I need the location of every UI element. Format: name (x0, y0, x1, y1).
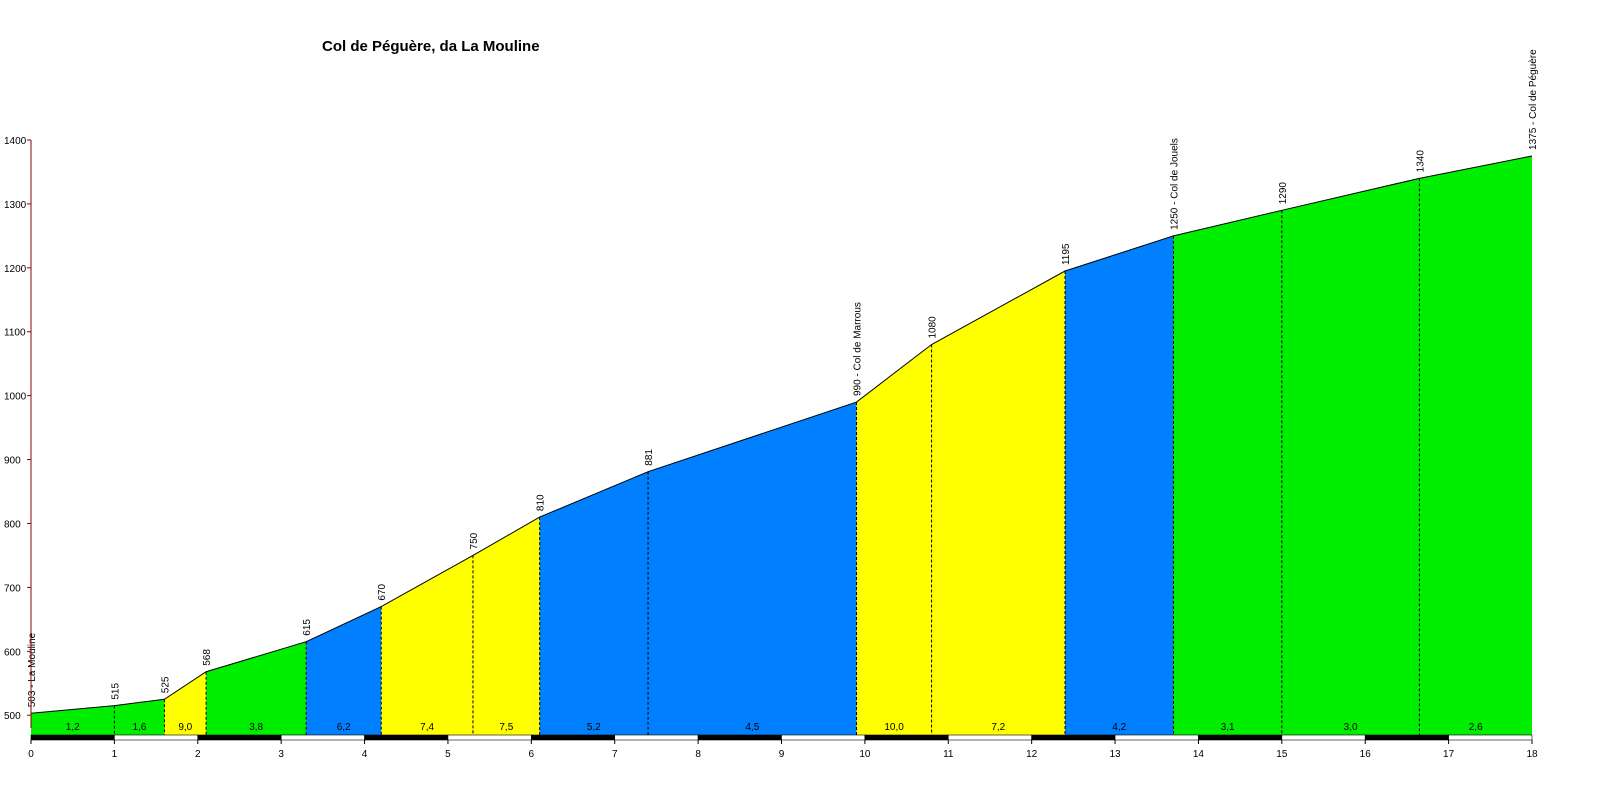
km-scale-block (30, 734, 115, 741)
x-tick-label: 9 (779, 749, 785, 760)
y-tick-label: 1100 (4, 328, 26, 339)
x-tick-label: 1 (112, 749, 118, 760)
altitude-label: 1250 - Col de Jouels (1169, 138, 1180, 230)
grade-label: 3,0 (1344, 722, 1358, 733)
y-tick-label: 1400 (4, 136, 27, 147)
km-scale-block (781, 734, 866, 741)
x-tick-label: 16 (1360, 749, 1372, 760)
x-tick-label: 10 (859, 749, 871, 760)
km-scale-block (1198, 734, 1283, 741)
grade-label: 7,5 (499, 722, 513, 733)
grade-segment-fill (1281, 178, 1420, 735)
x-tick-label: 15 (1276, 749, 1288, 760)
x-tick-label: 4 (362, 749, 368, 760)
altitude-label: 515 (110, 683, 121, 700)
grade-label: 7,4 (420, 722, 434, 733)
profile-line (30, 155, 1533, 714)
grade-label: 3,1 (1221, 722, 1235, 733)
y-tick-label: 900 (4, 456, 21, 467)
grade-segment-fill (1173, 210, 1282, 736)
altitude-label: 1340 (1415, 150, 1426, 173)
x-tick-label: 13 (1109, 749, 1121, 760)
y-tick-label: 1000 (4, 392, 27, 403)
grade-segment-fill (931, 271, 1066, 735)
altitude-label: 750 (469, 532, 480, 549)
y-tick-label: 1300 (4, 200, 27, 211)
grade-segment-fill (1065, 235, 1174, 735)
grade-label: 4,2 (1112, 722, 1126, 733)
x-tick-label: 18 (1526, 749, 1538, 760)
grade-label: 1,2 (66, 722, 80, 733)
x-tick-label: 14 (1193, 749, 1205, 760)
grade-segment-fill (856, 344, 932, 735)
chart-title: Col de Péguère, da La Mouline (322, 38, 540, 55)
grade-segment-fill (1419, 155, 1532, 735)
km-scale-block (1448, 734, 1533, 741)
x-tick-label: 2 (195, 749, 201, 760)
grade-segment-fill (306, 606, 382, 735)
grade-label: 10,0 (884, 722, 904, 733)
grade-segment-fill (206, 641, 307, 735)
altitude-label: 1080 (928, 316, 939, 339)
grade-segment-fill (381, 555, 473, 735)
km-scale-block (197, 734, 282, 741)
grade-segment-fill (164, 671, 207, 735)
grade-label: 6,2 (337, 722, 351, 733)
grade-segment-fill (539, 471, 649, 735)
grade-label: 3,8 (249, 722, 263, 733)
altitude-label: 1290 (1278, 182, 1289, 205)
altitude-label: 615 (302, 619, 313, 636)
km-scale-block (697, 734, 782, 741)
altitude-label: 990 - Col de Marrous (853, 302, 864, 396)
grade-segment-fill (114, 699, 165, 735)
km-scale-block (1364, 734, 1449, 741)
km-scale-block (1114, 734, 1199, 741)
grade-segment-fill (31, 705, 115, 735)
x-tick-label: 0 (28, 749, 34, 760)
km-scale-block (1281, 734, 1366, 741)
grade-label: 7,2 (991, 722, 1005, 733)
km-scale-block (114, 734, 199, 741)
km-scale-block (280, 734, 365, 741)
grade-label: 2,6 (1469, 722, 1483, 733)
altitude-label: 503 - La Mouline (27, 632, 38, 707)
y-tick-label: 700 (4, 583, 21, 594)
km-scale-block (447, 734, 532, 741)
altitude-label: 568 (202, 649, 213, 666)
x-tick-label: 17 (1443, 749, 1455, 760)
x-tick-label: 3 (278, 749, 284, 760)
km-scale-block (614, 734, 699, 741)
altitude-label: 881 (644, 449, 655, 466)
altitude-label: 525 (160, 676, 171, 693)
km-scale-block (1031, 734, 1116, 741)
y-tick-label: 500 (4, 711, 21, 722)
grade-label: 1,6 (132, 722, 146, 733)
grade-segment-fill (648, 402, 857, 735)
km-scale-block (364, 734, 449, 741)
grade-label: 4,5 (745, 722, 759, 733)
y-tick-label: 600 (4, 647, 21, 658)
grade-segment-fill (472, 517, 540, 735)
x-tick-label: 5 (445, 749, 451, 760)
altitude-label: 1195 (1061, 243, 1072, 265)
altitude-label: 810 (536, 494, 547, 511)
grade-label: 5,2 (587, 722, 601, 733)
altitude-label: 670 (377, 583, 388, 600)
x-tick-label: 11 (943, 749, 954, 760)
grade-label: 9,0 (178, 722, 192, 733)
km-scale-block (947, 734, 1032, 741)
x-tick-label: 12 (1026, 749, 1038, 760)
y-tick-label: 800 (4, 519, 21, 530)
y-tick-label: 1200 (4, 264, 27, 275)
km-scale-block (864, 734, 949, 741)
x-tick-label: 6 (529, 749, 535, 760)
x-tick-label: 7 (612, 749, 618, 760)
altitude-label: 1375 - Col de Péguère (1528, 49, 1539, 150)
km-scale-block (531, 734, 616, 741)
x-tick-label: 8 (695, 749, 701, 760)
